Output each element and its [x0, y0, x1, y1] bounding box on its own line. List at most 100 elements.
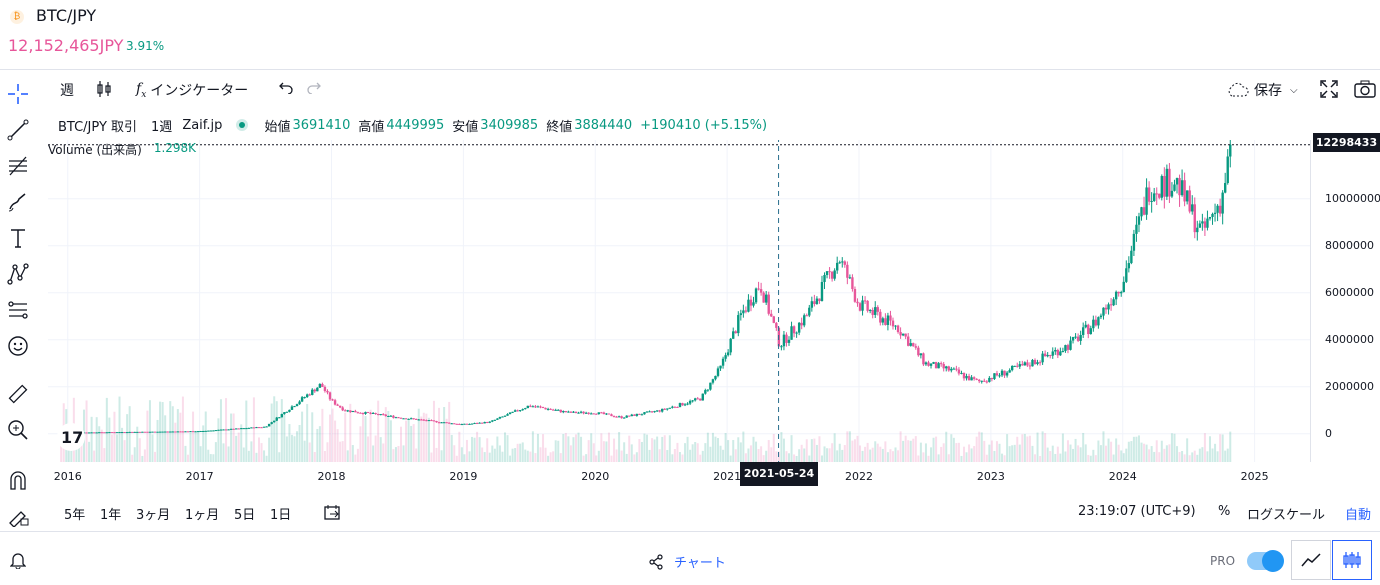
low-value: 3409985	[480, 117, 539, 133]
candle-body	[270, 422, 273, 424]
candle-body	[432, 420, 436, 422]
brush-icon[interactable]	[6, 190, 30, 214]
candle-body	[288, 409, 291, 412]
price-axis[interactable]: 10000000 8000000 6000000 4000000 2000000 0	[1310, 140, 1380, 462]
candle-body	[153, 431, 157, 433]
candle-body	[402, 418, 405, 420]
volume-bar	[392, 449, 395, 462]
pro-toggle[interactable]	[1247, 550, 1284, 572]
camera-icon[interactable]	[1354, 80, 1376, 98]
range-1y[interactable]: 1年	[100, 508, 122, 523]
pattern-icon[interactable]	[6, 262, 30, 286]
range-5d[interactable]: 5日	[234, 508, 256, 523]
percent-toggle[interactable]: %	[1218, 504, 1231, 519]
volume-bar	[296, 431, 299, 462]
redo-icon[interactable]	[306, 80, 322, 94]
volume-bar	[952, 437, 955, 462]
range-5y[interactable]: 5年	[64, 508, 86, 523]
zoom-icon[interactable]	[6, 418, 30, 442]
fib-retracement-icon[interactable]	[6, 154, 30, 178]
candle-body	[828, 271, 831, 273]
magnet-icon[interactable]	[6, 468, 30, 492]
range-1d[interactable]: 1日	[270, 508, 292, 523]
candle-body	[181, 431, 185, 433]
clock-time[interactable]: 23:19:07 (UTC+9)	[1078, 504, 1196, 519]
crosshair-date-label: 2021-05-24	[740, 462, 818, 486]
candle-body	[564, 411, 568, 413]
volume-bar	[275, 401, 278, 462]
candle-body	[785, 334, 788, 343]
candle-body	[711, 379, 715, 383]
fullscreen-icon[interactable]	[1320, 80, 1338, 98]
volume-bar	[156, 419, 159, 462]
candle-type-icon[interactable]	[96, 80, 112, 98]
candle-body	[123, 432, 126, 434]
volume-bar	[412, 424, 415, 462]
candle-body	[693, 398, 697, 401]
header: ₿ BTC/JPY 12,152,465JPY 3.91%	[0, 0, 1380, 70]
text-icon[interactable]	[6, 226, 30, 250]
candle-body	[1163, 176, 1166, 197]
volume-bar	[445, 418, 448, 462]
volume-bar	[658, 449, 661, 462]
log-scale-toggle[interactable]: ログスケール	[1247, 508, 1326, 523]
volume-bar	[572, 437, 575, 462]
emoji-icon[interactable]	[6, 334, 30, 358]
candle-body	[577, 412, 580, 414]
auto-scale-toggle[interactable]: 自動	[1345, 508, 1372, 523]
ruler-icon[interactable]	[6, 382, 30, 406]
candle-body	[894, 325, 897, 327]
volume-bar	[1036, 432, 1039, 462]
candle-body	[1178, 178, 1181, 196]
lock-drawing-icon[interactable]	[6, 504, 30, 528]
volume-bar	[263, 450, 266, 462]
volume-bar	[154, 451, 157, 462]
candle-body	[1079, 334, 1082, 341]
volume-bar	[212, 454, 215, 462]
candle-body	[1102, 307, 1105, 316]
volume-bar	[1183, 454, 1186, 462]
candle-body	[463, 423, 466, 425]
interval-button[interactable]: 週	[60, 83, 74, 99]
volume-bar	[496, 436, 499, 462]
volume-bar	[562, 434, 565, 462]
candle-body	[1183, 180, 1186, 202]
indicators-button[interactable]: fx インジケーター	[136, 80, 248, 100]
candle-body	[607, 413, 611, 415]
volume-bar	[820, 455, 823, 462]
volume-bar	[250, 441, 253, 462]
candle-body	[232, 428, 235, 430]
volume-bar	[734, 449, 737, 462]
line-chart-button[interactable]	[1291, 540, 1331, 580]
time-axis[interactable]: 2016 2017 2018 2019 2020 2021 2022 2023 2024 2025	[48, 462, 1310, 490]
volume-bar	[980, 432, 983, 462]
bell-icon[interactable]	[9, 551, 27, 573]
legend-symbol[interactable]: BTC/JPY 取引	[58, 119, 138, 135]
trend-line-icon[interactable]	[6, 118, 30, 142]
undo-icon[interactable]	[278, 80, 294, 94]
candle-chart-button[interactable]	[1332, 540, 1372, 580]
volume-bar	[861, 450, 864, 462]
candle-body	[726, 352, 730, 356]
volume-bar	[1102, 431, 1105, 462]
candle-body	[995, 373, 999, 376]
range-1m[interactable]: 1ヶ月	[185, 508, 220, 523]
candle-body	[100, 432, 103, 434]
candle-body	[597, 412, 601, 415]
volume-bar	[372, 445, 375, 462]
candle-body	[709, 382, 712, 390]
volume-bar	[141, 455, 144, 462]
chart-tab[interactable]: チャート	[648, 552, 726, 571]
candle-body	[262, 426, 266, 428]
forecast-icon[interactable]	[6, 298, 30, 322]
crosshair-icon[interactable]	[6, 82, 30, 106]
volume-bar	[313, 451, 316, 462]
price-chart[interactable]: 17	[48, 140, 1310, 462]
volume-bar	[377, 400, 380, 462]
candle-body	[1000, 370, 1004, 376]
save-button[interactable]: 保存 ⌵	[1226, 80, 1298, 100]
fx-icon: fx	[136, 80, 147, 100]
candle-body	[1041, 353, 1044, 363]
date-range-icon[interactable]	[324, 504, 342, 524]
range-3m[interactable]: 3ヶ月	[136, 508, 171, 523]
